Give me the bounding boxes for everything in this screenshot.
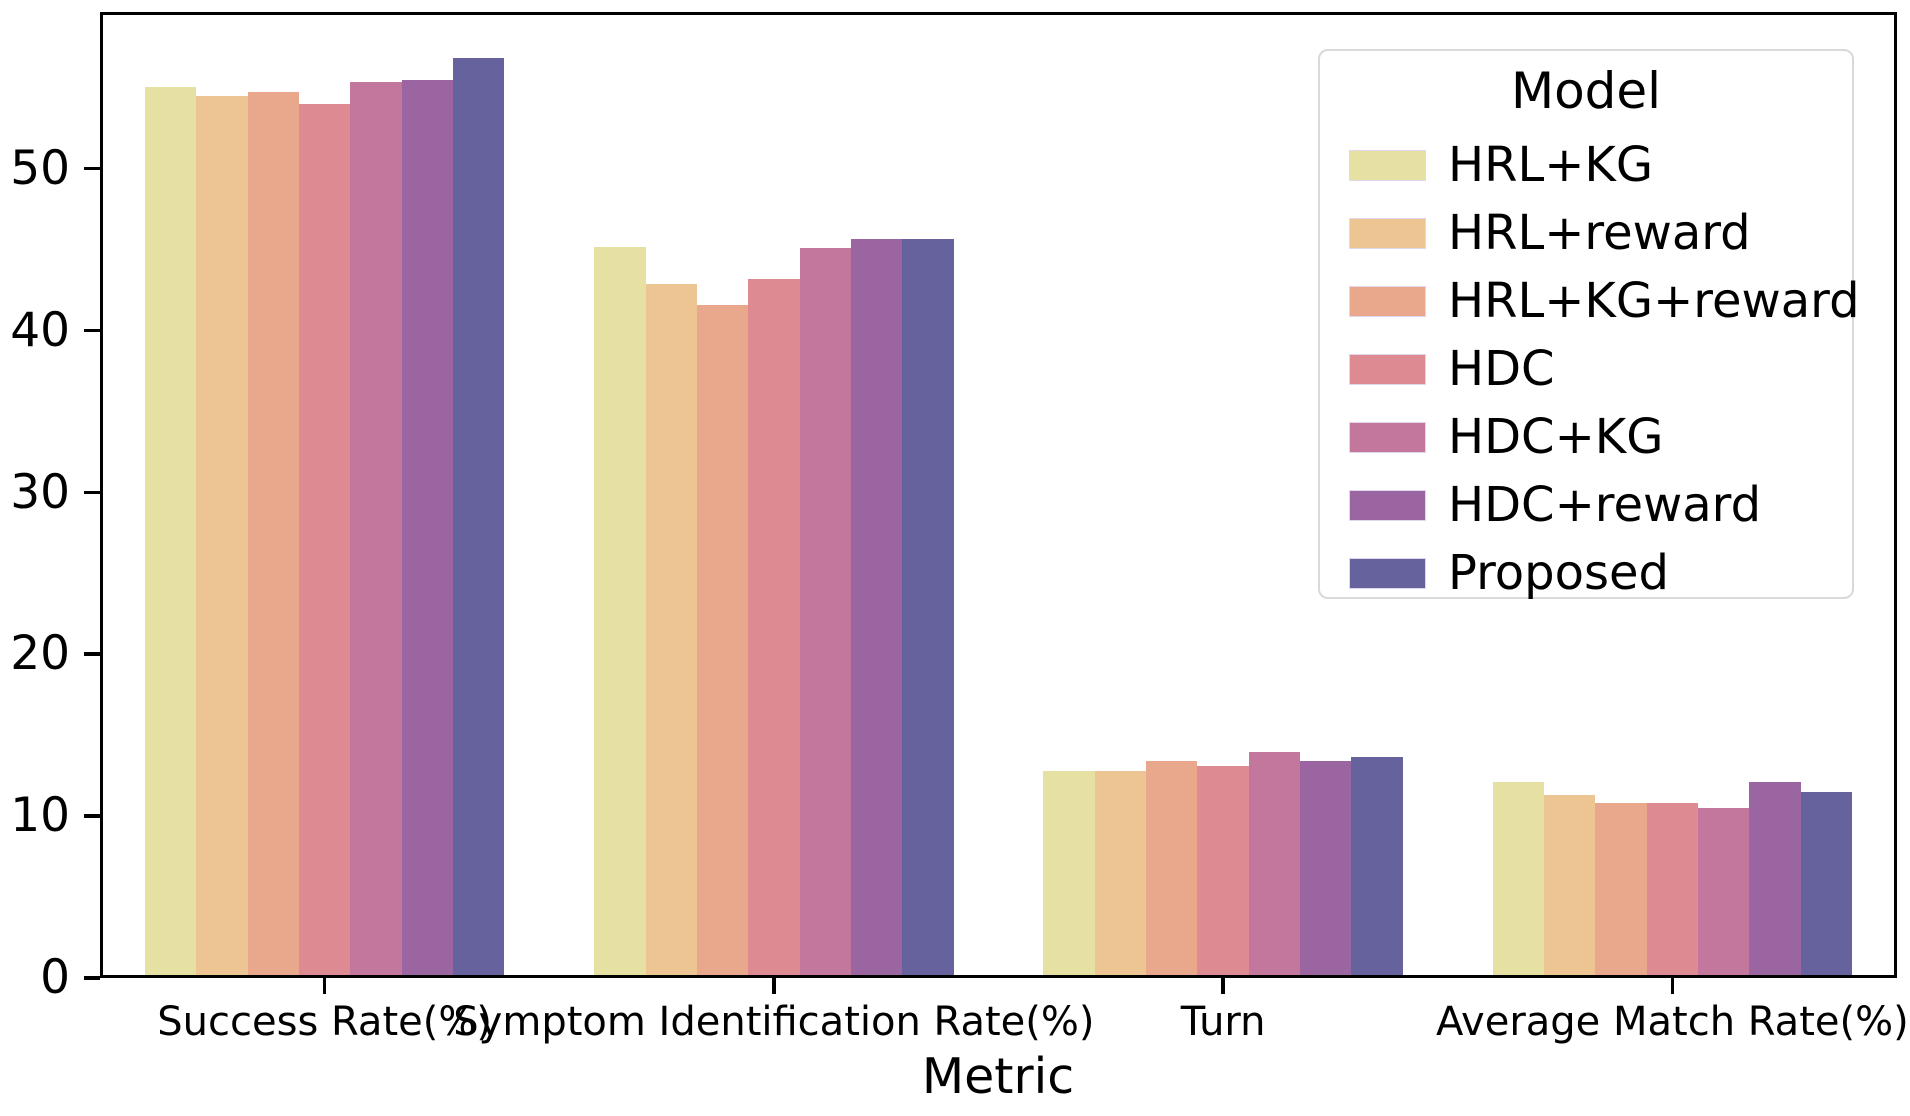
legend-label: HRL+KG: [1448, 137, 1654, 193]
bar: [1698, 808, 1750, 975]
legend-rows: HRL+KG HRL+reward HRL+KG+reward HDC HDC+KG HD…: [1320, 131, 1860, 607]
bar: [298, 104, 351, 975]
bar: [799, 248, 851, 975]
legend-row: Proposed: [1320, 539, 1852, 607]
y-tick-mark: [84, 814, 100, 818]
y-tick-mark: [84, 652, 100, 656]
legend-row: HRL+reward: [1320, 199, 1852, 267]
bar: [144, 86, 197, 975]
bar: [247, 91, 299, 975]
legend-row: HRL+KG: [1320, 131, 1852, 199]
bar: [196, 96, 248, 975]
bar: [1300, 761, 1352, 975]
legend-swatch: [1349, 353, 1426, 385]
bar: [1595, 803, 1647, 975]
bar: [1800, 792, 1853, 975]
bar: [401, 80, 453, 975]
bar: [850, 238, 903, 975]
y-tick-label: 40: [10, 302, 70, 358]
bar: [748, 279, 800, 975]
y-tick-label: 30: [10, 464, 70, 520]
legend-label: HDC: [1448, 341, 1555, 397]
bar: [902, 238, 954, 975]
legend: Model HRL+KG HRL+reward HRL+KG+reward HDC HD…: [1318, 49, 1860, 599]
x-tick-label: Symptom Identification Rate(%): [453, 999, 1095, 1045]
legend-swatch: [1349, 489, 1426, 521]
y-tick-label: 0: [40, 950, 70, 1005]
bar: [645, 284, 697, 975]
legend-row: HDC+reward: [1320, 471, 1852, 539]
bar: [1492, 782, 1544, 975]
legend-swatch: [1349, 149, 1426, 181]
legend-label: HDC+KG: [1448, 409, 1664, 465]
x-axis-label: Metric: [921, 1048, 1075, 1105]
bar: [696, 305, 749, 975]
legend-label: HRL+reward: [1448, 205, 1751, 261]
bar: [1094, 771, 1147, 975]
y-tick-label: 20: [10, 626, 70, 682]
legend-swatch: [1349, 217, 1426, 249]
y-tick-label: 10: [10, 788, 70, 844]
x-tick-label: Turn: [1180, 999, 1266, 1045]
legend-swatch: [1349, 421, 1426, 453]
x-tick-mark: [322, 978, 327, 994]
x-tick-label: Success Rate(%): [157, 999, 492, 1045]
legend-row: HRL+KG+reward: [1320, 267, 1860, 335]
legend-title: Model: [1510, 62, 1662, 120]
bar: [1749, 782, 1801, 975]
bar: [1197, 766, 1249, 975]
bar: [1248, 751, 1301, 975]
legend-row: HDC+KG: [1320, 403, 1852, 471]
y-tick-mark: [84, 166, 100, 171]
legend-label: HDC+reward: [1448, 477, 1762, 533]
x-tick-label: Average Match Rate(%): [1436, 999, 1909, 1045]
y-tick-mark: [84, 328, 100, 333]
bar: [594, 246, 646, 975]
bar: [1544, 795, 1596, 975]
legend-swatch: [1349, 285, 1426, 317]
legend-row: HDC: [1320, 335, 1852, 403]
y-tick-mark: [84, 976, 100, 980]
x-tick-mark: [1670, 978, 1675, 994]
bar: [452, 57, 505, 975]
bar: [1043, 771, 1095, 975]
y-tick-mark: [84, 490, 100, 495]
y-tick-label: 50: [10, 140, 70, 196]
x-tick-mark: [1221, 978, 1225, 994]
legend-label: HRL+KG+reward: [1448, 273, 1860, 329]
bar: [350, 81, 402, 975]
x-tick-mark: [772, 978, 776, 994]
legend-swatch: [1349, 557, 1426, 589]
bar: [1146, 761, 1198, 975]
legend-label: Proposed: [1448, 545, 1669, 601]
bar: [1646, 803, 1699, 975]
bar: [1351, 756, 1403, 975]
